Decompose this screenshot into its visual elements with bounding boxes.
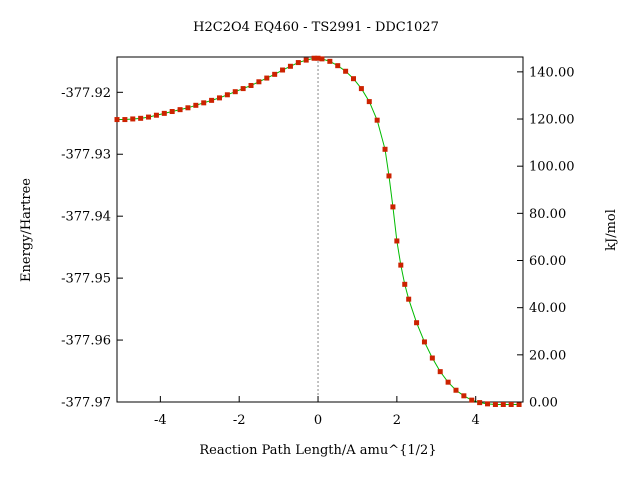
y2-tick-label: 140.00 (529, 65, 575, 80)
x-axis: -4 -2 0 2 4 (154, 396, 480, 428)
data-point (201, 100, 207, 106)
data-point (477, 400, 483, 406)
data-point (414, 320, 420, 326)
x-tick-label: 4 (472, 413, 480, 428)
data-point (256, 79, 262, 85)
y-axis-right: 140.00 120.00 100.00 80.00 60.00 40.00 20.00 0.… (517, 65, 575, 411)
data-point (303, 57, 309, 63)
data-point (421, 339, 427, 345)
y-axis-label: Energy/Hartree (19, 178, 34, 282)
data-point (394, 238, 400, 244)
y-tick-label: -377.94 (61, 210, 111, 225)
data-point (287, 63, 293, 69)
data-point (209, 97, 215, 103)
data-point (193, 102, 199, 108)
data-point (311, 55, 317, 61)
y2-tick-label: 60.00 (529, 254, 566, 269)
data-point (272, 71, 278, 77)
data-point (315, 55, 321, 61)
data-point (508, 401, 514, 407)
y2-tick-label: 0.00 (529, 396, 558, 411)
y2-tick-label: 100.00 (529, 160, 575, 175)
data-point (492, 401, 498, 407)
data-point (248, 82, 254, 88)
data-point (161, 110, 167, 116)
data-point (327, 58, 333, 64)
data-point (390, 204, 396, 210)
data-point (138, 115, 144, 121)
data-point (516, 401, 522, 407)
data-point (374, 117, 380, 123)
y2-tick-label: 80.00 (529, 207, 566, 222)
data-point (146, 114, 152, 120)
x-tick-label: -2 (233, 413, 246, 428)
data-point (366, 99, 372, 105)
data-point (295, 60, 301, 66)
data-point (500, 401, 506, 407)
data-point (406, 296, 412, 302)
data-point (185, 105, 191, 111)
data-point (398, 262, 404, 268)
data-point-markers (114, 55, 522, 407)
data-point (358, 86, 364, 92)
data-point (386, 173, 392, 179)
chart-title: H2C2O4 EQ460 - TS2991 - DDC1027 (193, 20, 439, 35)
data-point (240, 86, 246, 92)
data-point (461, 393, 467, 399)
data-point (264, 75, 270, 81)
data-point (469, 397, 475, 403)
y-axis-left: -377.92 -377.93 -377.94 -377.95 -377.96 -377.… (61, 86, 123, 411)
x-tick-label: -4 (154, 413, 167, 428)
x-tick-label: 0 (314, 413, 322, 428)
y-tick-label: -377.93 (61, 148, 111, 163)
data-point (169, 109, 175, 115)
data-point (343, 68, 349, 74)
y-tick-label: -377.95 (61, 272, 111, 287)
data-point (130, 116, 136, 122)
data-point (153, 112, 159, 118)
x-tick-label: 2 (393, 413, 401, 428)
data-point (216, 95, 222, 101)
data-point (177, 107, 183, 113)
y2-axis-label: kJ/mol (604, 209, 619, 251)
data-point (402, 281, 408, 287)
y-tick-label: -377.96 (61, 334, 111, 349)
data-point (335, 63, 341, 69)
data-point (485, 401, 491, 407)
data-point (319, 56, 325, 62)
x-axis-label: Reaction Path Length/A amu^{1/2} (199, 443, 436, 458)
y2-tick-label: 120.00 (529, 113, 575, 128)
data-point (382, 146, 388, 152)
y-tick-label: -377.92 (61, 86, 111, 101)
data-point (122, 117, 128, 123)
data-point (280, 67, 286, 73)
y2-tick-label: 20.00 (529, 348, 566, 363)
data-point (429, 355, 435, 361)
plot-area (114, 55, 524, 407)
data-point (232, 89, 238, 95)
data-point (224, 92, 230, 98)
y2-tick-label: 40.00 (529, 301, 566, 316)
data-point (114, 117, 120, 123)
data-point (445, 379, 451, 385)
y-tick-label: -377.97 (61, 396, 111, 411)
data-point (437, 369, 443, 375)
data-point (453, 387, 459, 393)
data-point (351, 76, 356, 82)
